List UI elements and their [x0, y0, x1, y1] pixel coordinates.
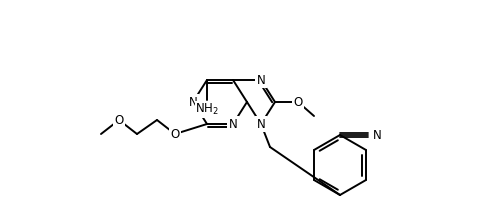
Text: N: N: [256, 117, 266, 130]
Text: O: O: [170, 128, 179, 141]
Text: N: N: [373, 128, 382, 141]
Text: O: O: [294, 95, 302, 108]
Text: O: O: [114, 114, 124, 126]
Text: NH$_2$: NH$_2$: [195, 102, 219, 117]
Text: N: N: [228, 117, 237, 130]
Text: N: N: [256, 73, 266, 86]
Text: N: N: [188, 95, 198, 108]
